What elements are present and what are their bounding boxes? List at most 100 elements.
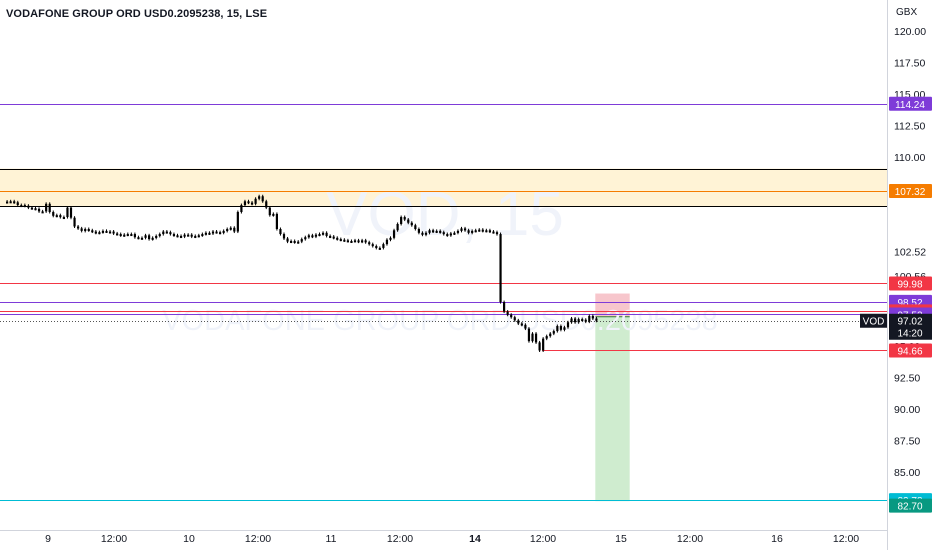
candle-body <box>510 314 513 318</box>
candle-body <box>41 211 44 214</box>
candle-body <box>495 232 499 235</box>
candle-body <box>432 230 435 233</box>
candle-body <box>208 232 211 235</box>
candle-body <box>119 234 122 237</box>
candle-body <box>424 232 428 235</box>
candle-body <box>73 217 76 227</box>
candle-body <box>591 315 594 319</box>
y-tick-label: 112.50 <box>894 121 925 133</box>
candle-body <box>524 324 527 329</box>
x-tick-label: 12:00 <box>387 533 413 545</box>
candle-body <box>414 225 417 230</box>
candle-body <box>481 229 484 232</box>
candle-body <box>286 238 289 242</box>
candle-body <box>297 241 300 244</box>
candle-body <box>471 230 474 233</box>
candle-body <box>52 212 55 216</box>
candle-body <box>130 234 133 237</box>
candle-body <box>236 212 239 232</box>
x-tick-label: 10 <box>183 533 195 545</box>
candle-body <box>304 237 307 240</box>
candle-body <box>59 215 62 218</box>
y-tick-label: 102.52 <box>894 246 926 258</box>
candle-body <box>318 234 321 237</box>
candle-body <box>364 240 367 243</box>
candle-body <box>101 230 105 233</box>
candle-body <box>478 229 481 232</box>
candle-body <box>435 230 438 233</box>
y-tick-label: 120.00 <box>894 26 926 38</box>
candle-body <box>566 322 570 328</box>
level-price-label-bg <box>889 96 932 111</box>
candle-body <box>389 237 392 240</box>
candle-body <box>229 227 232 230</box>
candle-body <box>336 237 339 240</box>
candle-body <box>595 318 598 321</box>
y-tick-label: 85.00 <box>894 467 920 479</box>
candle-body <box>98 232 101 235</box>
candle-body <box>91 230 94 233</box>
level-price-label: 94.66 <box>897 346 922 357</box>
candle-body <box>140 237 144 240</box>
candle-body <box>403 217 406 220</box>
candle-body <box>371 244 374 247</box>
countdown-label: 14:20 <box>897 329 922 340</box>
candle-body <box>226 229 229 232</box>
candle-body <box>577 319 580 323</box>
level-price-label-bg <box>889 343 932 358</box>
symbol-tag: VOD <box>863 317 885 328</box>
candle-body <box>417 229 420 233</box>
candle-body <box>329 235 332 238</box>
candle-body <box>396 223 399 231</box>
candle-body <box>27 205 30 208</box>
candle-body <box>375 246 378 249</box>
candle-body <box>361 240 364 243</box>
horizontal-levels-layer[interactable] <box>0 104 887 501</box>
candle-body <box>300 239 303 242</box>
candle-body <box>137 237 140 240</box>
candle-body <box>9 201 12 204</box>
candle-body <box>439 230 442 233</box>
candle-body <box>112 231 115 234</box>
x-tick-label: 11 <box>326 533 337 545</box>
candle-body <box>463 228 467 231</box>
candle-body <box>513 317 516 321</box>
candle-body <box>77 226 80 229</box>
candle-body <box>197 235 200 238</box>
level-price-label-bg <box>889 276 932 291</box>
price-labels-layer: 114.24107.3299.9898.5297.7697.5294.6682.… <box>860 96 932 513</box>
candle-body <box>66 207 69 218</box>
x-tick-label: 12:00 <box>677 533 703 545</box>
candle-body <box>442 232 445 235</box>
candle-body <box>172 234 176 237</box>
position-stop-zone <box>595 293 630 317</box>
candle-body <box>87 229 90 232</box>
candle-body <box>407 219 410 223</box>
candle-body <box>584 319 587 322</box>
candle-body <box>282 234 286 239</box>
last-price-label: 97.02 <box>897 317 922 328</box>
candle-body <box>233 227 236 232</box>
candle-body <box>55 215 58 218</box>
level-price-label: 114.24 <box>895 100 925 111</box>
candle-body <box>158 234 161 237</box>
candle-body <box>250 202 254 205</box>
candle-body <box>314 234 318 237</box>
y-tick-label: 92.50 <box>894 373 920 385</box>
candle-body <box>148 235 151 240</box>
x-tick-label: 15 <box>615 533 627 545</box>
candle-body <box>34 208 37 211</box>
chart-title: VODAFONE GROUP ORD USD0.2095238, 15, LSE <box>6 8 268 20</box>
candle-body <box>350 240 353 243</box>
level-price-label: 107.32 <box>895 187 926 198</box>
last-price-box <box>889 313 932 340</box>
level-price-label: 98.52 <box>897 298 922 309</box>
candle-body <box>279 229 282 235</box>
position-tool-layer[interactable] <box>595 293 630 502</box>
candle-body <box>343 239 346 242</box>
candle-body <box>37 208 41 212</box>
candle-body <box>428 230 431 233</box>
candle-body <box>353 240 357 243</box>
